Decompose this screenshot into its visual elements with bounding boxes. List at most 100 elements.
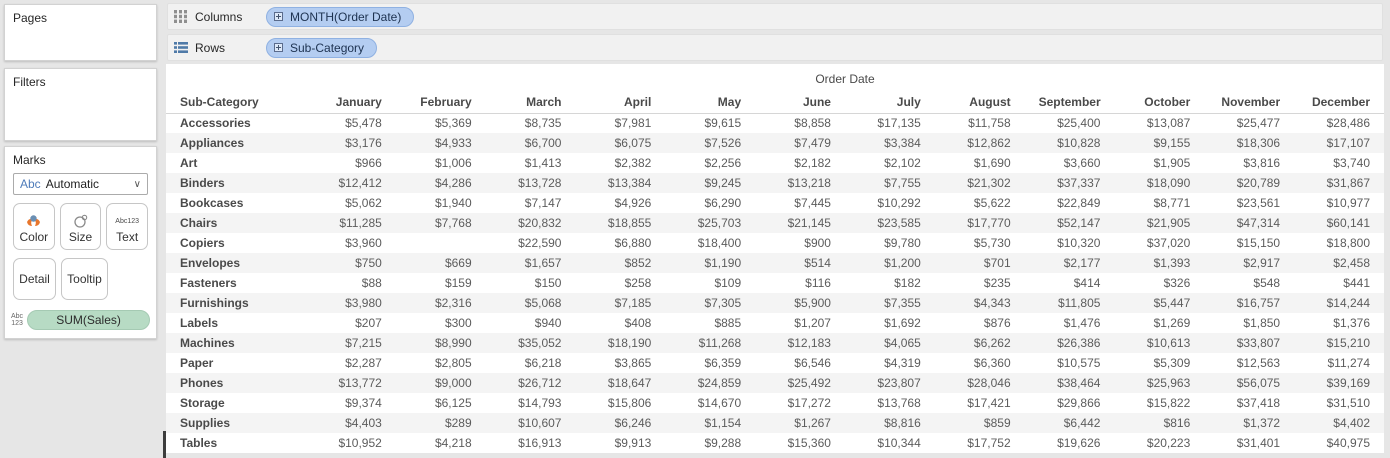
- month-column-header[interactable]: November: [1204, 92, 1295, 114]
- sales-value-cell[interactable]: $2,256: [704, 156, 742, 170]
- sales-value-cell[interactable]: $17,752: [967, 436, 1011, 450]
- sales-value-cell[interactable]: $21,145: [787, 216, 831, 230]
- sales-value-cell[interactable]: $1,690: [973, 156, 1011, 170]
- rows-pill-sub-category[interactable]: Sub-Category: [266, 37, 378, 58]
- sales-value-cell[interactable]: $13,728: [518, 176, 562, 190]
- sales-value-cell[interactable]: $9,615: [704, 116, 742, 131]
- sales-value-cell[interactable]: $5,062: [345, 196, 382, 210]
- sales-value-cell[interactable]: $25,963: [1146, 376, 1191, 390]
- sales-value-cell[interactable]: $548: [1253, 276, 1281, 290]
- sales-value-cell[interactable]: $9,288: [704, 436, 742, 450]
- row-label[interactable]: Labels: [180, 316, 219, 330]
- sales-value-cell[interactable]: $8,735: [524, 116, 562, 131]
- sales-value-cell[interactable]: $6,880: [614, 236, 652, 250]
- sales-value-cell[interactable]: $5,068: [524, 296, 562, 310]
- sales-value-cell[interactable]: $47,314: [1236, 216, 1281, 230]
- sales-value-cell[interactable]: $1,905: [1153, 156, 1191, 170]
- sales-value-cell[interactable]: $3,740: [1333, 156, 1370, 170]
- sales-value-cell[interactable]: $17,107: [1326, 136, 1370, 150]
- sales-value-cell[interactable]: $258: [624, 276, 652, 290]
- sales-value-cell[interactable]: $1,269: [1153, 316, 1191, 330]
- sales-value-cell[interactable]: $15,150: [1236, 236, 1281, 250]
- sales-value-cell[interactable]: $10,977: [1326, 196, 1370, 210]
- sales-value-cell[interactable]: $22,590: [518, 236, 562, 250]
- sales-value-cell[interactable]: $1,372: [1243, 416, 1281, 430]
- sales-value-cell[interactable]: $10,320: [1057, 236, 1101, 250]
- row-label[interactable]: Fasteners: [180, 276, 237, 290]
- sum-sales-pill[interactable]: SUM(Sales): [27, 310, 150, 330]
- sales-value-cell[interactable]: $13,772: [338, 376, 382, 390]
- month-column-header[interactable]: July: [844, 92, 935, 114]
- month-column-header[interactable]: August: [934, 92, 1025, 114]
- pages-shelf[interactable]: Pages: [4, 4, 157, 61]
- sales-value-cell[interactable]: $23,561: [1236, 196, 1281, 210]
- sales-value-cell[interactable]: $20,223: [1146, 436, 1191, 450]
- sales-value-cell[interactable]: $16,757: [1236, 296, 1281, 310]
- row-label[interactable]: Paper: [180, 356, 214, 370]
- row-label[interactable]: Furnishings: [180, 296, 249, 310]
- sales-value-cell[interactable]: $19,626: [1057, 436, 1101, 450]
- sales-value-cell[interactable]: $701: [983, 256, 1011, 270]
- sales-value-cell[interactable]: $18,306: [1236, 136, 1281, 150]
- sales-value-cell[interactable]: $15,822: [1146, 396, 1191, 410]
- sales-value-cell[interactable]: $7,981: [614, 116, 652, 131]
- sales-value-cell[interactable]: $2,287: [345, 356, 382, 370]
- tooltip-button[interactable]: Tooltip: [61, 258, 108, 300]
- sales-value-cell[interactable]: $28,046: [967, 376, 1011, 390]
- sales-value-cell[interactable]: $669: [444, 256, 472, 270]
- sales-value-cell[interactable]: $1,200: [884, 256, 921, 270]
- sales-value-cell[interactable]: $514: [804, 256, 831, 270]
- sales-value-cell[interactable]: $3,384: [884, 136, 921, 150]
- sales-value-cell[interactable]: $6,360: [973, 356, 1011, 370]
- sales-value-cell[interactable]: $88: [361, 276, 382, 290]
- sales-value-cell[interactable]: $1,850: [1243, 316, 1281, 330]
- sales-value-cell[interactable]: $1,393: [1153, 256, 1191, 270]
- sales-value-cell[interactable]: $6,290: [704, 196, 742, 210]
- sales-value-cell[interactable]: $852: [624, 256, 652, 270]
- sales-value-cell[interactable]: $7,479: [794, 136, 831, 150]
- sales-value-cell[interactable]: $5,447: [1153, 296, 1191, 310]
- sales-value-cell[interactable]: [396, 233, 486, 253]
- sales-value-cell[interactable]: $2,316: [434, 296, 472, 310]
- sales-value-cell[interactable]: $1,267: [794, 416, 831, 430]
- sales-value-cell[interactable]: $10,828: [1057, 136, 1101, 150]
- sales-value-cell[interactable]: $3,865: [614, 356, 652, 370]
- row-label[interactable]: Accessories: [180, 116, 251, 131]
- detail-button[interactable]: Detail: [13, 258, 56, 300]
- sales-value-cell[interactable]: $150: [534, 276, 562, 290]
- sales-value-cell[interactable]: $12,862: [967, 136, 1011, 150]
- sales-value-cell[interactable]: $3,980: [345, 296, 382, 310]
- row-label[interactable]: Chairs: [180, 216, 218, 230]
- sales-value-cell[interactable]: $7,445: [794, 196, 831, 210]
- sales-value-cell[interactable]: $966: [355, 156, 382, 170]
- month-column-header[interactable]: December: [1294, 92, 1384, 114]
- sales-value-cell[interactable]: $39,169: [1326, 376, 1370, 390]
- columns-shelf[interactable]: Columns MONTH(Order Date): [167, 3, 1383, 30]
- sales-value-cell[interactable]: $885: [714, 316, 742, 330]
- sales-value-cell[interactable]: $12,412: [338, 176, 382, 190]
- sales-value-cell[interactable]: $4,343: [973, 296, 1011, 310]
- sales-value-cell[interactable]: $15,360: [787, 436, 831, 450]
- sales-value-cell[interactable]: $9,000: [434, 376, 472, 390]
- sales-value-cell[interactable]: $6,700: [524, 136, 562, 150]
- sales-value-cell[interactable]: $207: [355, 316, 382, 330]
- sales-value-cell[interactable]: $21,302: [967, 176, 1011, 190]
- sales-value-cell[interactable]: $11,285: [339, 216, 382, 230]
- row-label[interactable]: Storage: [180, 396, 225, 410]
- sales-value-cell[interactable]: $6,442: [1063, 416, 1101, 430]
- sales-value-cell[interactable]: $7,215: [345, 336, 382, 350]
- sales-value-cell[interactable]: $940: [534, 316, 562, 330]
- sales-value-cell[interactable]: $441: [1343, 276, 1370, 290]
- sales-value-cell[interactable]: $9,245: [704, 176, 742, 190]
- sales-value-cell[interactable]: $10,575: [1057, 356, 1101, 370]
- sales-value-cell[interactable]: $10,952: [338, 436, 382, 450]
- sales-value-cell[interactable]: $23,807: [877, 376, 921, 390]
- sales-value-cell[interactable]: $7,185: [614, 296, 652, 310]
- sales-value-cell[interactable]: $18,090: [1146, 176, 1191, 190]
- color-button[interactable]: Color: [13, 203, 55, 250]
- sales-value-cell[interactable]: $300: [444, 316, 472, 330]
- sales-value-cell[interactable]: $9,780: [884, 236, 921, 250]
- sales-value-cell[interactable]: $6,262: [973, 336, 1011, 350]
- month-column-header[interactable]: October: [1114, 92, 1205, 114]
- sales-value-cell[interactable]: $38,464: [1057, 376, 1101, 390]
